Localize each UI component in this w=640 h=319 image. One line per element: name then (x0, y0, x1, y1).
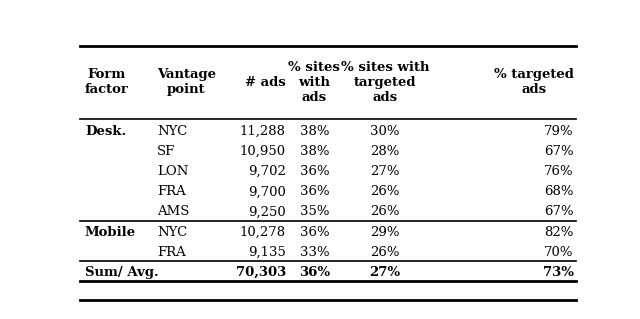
Text: 27%: 27% (371, 165, 400, 178)
Text: 28%: 28% (371, 145, 400, 158)
Text: 26%: 26% (371, 205, 400, 219)
Text: 36%: 36% (299, 266, 330, 279)
Text: % targeted
ads: % targeted ads (493, 69, 573, 96)
Text: 9,135: 9,135 (248, 246, 286, 259)
Text: Mobile: Mobile (85, 226, 136, 239)
Text: 9,700: 9,700 (248, 185, 286, 198)
Text: 33%: 33% (300, 246, 329, 259)
Text: 67%: 67% (544, 205, 573, 219)
Text: 76%: 76% (544, 165, 573, 178)
Text: 35%: 35% (300, 205, 329, 219)
Text: 38%: 38% (300, 125, 329, 138)
Text: FRA: FRA (157, 246, 186, 259)
Text: 9,702: 9,702 (248, 165, 286, 178)
Text: 10,950: 10,950 (240, 145, 286, 158)
Text: 11,288: 11,288 (240, 125, 286, 138)
Text: 27%: 27% (369, 266, 401, 279)
Text: 26%: 26% (371, 185, 400, 198)
Text: LON: LON (157, 165, 188, 178)
Text: 70%: 70% (544, 246, 573, 259)
Text: # ads: # ads (245, 76, 286, 89)
Text: Sum/ Avg.: Sum/ Avg. (85, 266, 159, 279)
Text: 70,303: 70,303 (236, 266, 286, 279)
Text: 68%: 68% (544, 185, 573, 198)
Text: 36%: 36% (300, 226, 329, 239)
Text: 38%: 38% (300, 145, 329, 158)
Text: % sites
with
ads: % sites with ads (289, 61, 340, 104)
Text: NYC: NYC (157, 125, 187, 138)
Text: % sites with
targeted
ads: % sites with targeted ads (340, 61, 429, 104)
Text: 36%: 36% (300, 185, 329, 198)
Text: Form
factor: Form factor (85, 69, 129, 96)
Text: 9,250: 9,250 (248, 205, 286, 219)
Text: 79%: 79% (544, 125, 573, 138)
Text: AMS: AMS (157, 205, 189, 219)
Text: 26%: 26% (371, 246, 400, 259)
Text: Vantage
point: Vantage point (157, 69, 216, 96)
Text: NYC: NYC (157, 226, 187, 239)
Text: Desk.: Desk. (85, 125, 126, 138)
Text: SF: SF (157, 145, 175, 158)
Text: 67%: 67% (544, 145, 573, 158)
Text: FRA: FRA (157, 185, 186, 198)
Text: 82%: 82% (544, 226, 573, 239)
Text: 29%: 29% (371, 226, 400, 239)
Text: 10,278: 10,278 (240, 226, 286, 239)
Text: 36%: 36% (300, 165, 329, 178)
Text: 73%: 73% (543, 266, 573, 279)
Text: 30%: 30% (371, 125, 400, 138)
